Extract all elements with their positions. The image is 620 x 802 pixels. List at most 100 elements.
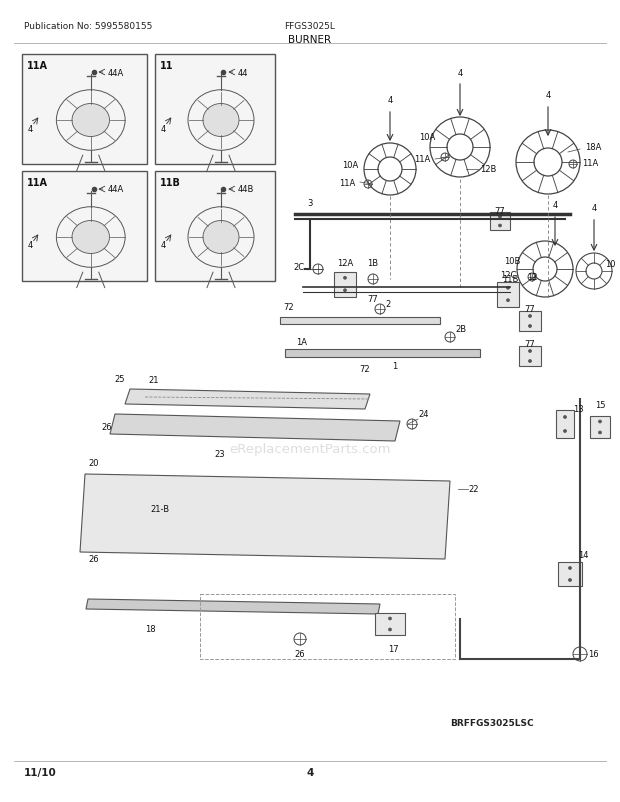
Ellipse shape xyxy=(203,104,239,137)
Text: 3: 3 xyxy=(308,199,312,208)
Text: 44A: 44A xyxy=(107,68,124,78)
Circle shape xyxy=(569,567,572,569)
Circle shape xyxy=(343,290,347,293)
Text: 4: 4 xyxy=(161,241,166,250)
Text: 16: 16 xyxy=(588,650,599,658)
Text: 4: 4 xyxy=(28,124,33,133)
Bar xyxy=(556,411,574,439)
Text: 1: 1 xyxy=(392,362,397,371)
Polygon shape xyxy=(285,350,480,358)
Text: 44B: 44B xyxy=(237,185,254,194)
Text: 10A: 10A xyxy=(342,160,358,169)
Text: 18A: 18A xyxy=(585,144,601,152)
Ellipse shape xyxy=(203,221,239,254)
Text: 12B: 12B xyxy=(480,165,497,174)
Circle shape xyxy=(528,325,531,328)
Text: 2B: 2B xyxy=(455,325,466,334)
Ellipse shape xyxy=(72,104,110,137)
Text: 26: 26 xyxy=(88,554,99,563)
Polygon shape xyxy=(125,390,370,410)
Text: 21-B: 21-B xyxy=(150,505,169,514)
Bar xyxy=(519,312,541,331)
Text: 17: 17 xyxy=(388,644,398,653)
Text: 25: 25 xyxy=(115,375,125,384)
Text: 44A: 44A xyxy=(107,185,124,194)
Bar xyxy=(334,272,356,297)
Polygon shape xyxy=(280,318,440,325)
Text: 77: 77 xyxy=(495,207,505,217)
Ellipse shape xyxy=(72,221,110,254)
Text: 13: 13 xyxy=(573,405,583,414)
Text: 44: 44 xyxy=(237,68,248,78)
Text: 1A: 1A xyxy=(296,338,308,346)
Circle shape xyxy=(389,618,391,620)
Circle shape xyxy=(343,277,347,280)
Text: 10B: 10B xyxy=(503,257,520,266)
Text: 11A: 11A xyxy=(27,61,48,71)
Text: BURNER: BURNER xyxy=(288,35,332,45)
Text: Publication No: 5995580155: Publication No: 5995580155 xyxy=(24,22,153,31)
Bar xyxy=(375,614,405,635)
Bar xyxy=(497,282,519,307)
Text: 11/10: 11/10 xyxy=(24,767,57,777)
Text: 12C: 12C xyxy=(500,270,516,280)
Bar xyxy=(155,172,275,282)
Circle shape xyxy=(598,420,601,423)
Text: 4: 4 xyxy=(388,96,392,105)
Text: 77: 77 xyxy=(368,295,378,304)
Text: 12: 12 xyxy=(527,273,538,282)
Text: BRFFGS3025LSC: BRFFGS3025LSC xyxy=(450,718,534,727)
Text: 24: 24 xyxy=(418,410,428,419)
Text: 12A: 12A xyxy=(337,259,353,268)
Text: 11B: 11B xyxy=(160,178,181,188)
Bar xyxy=(155,55,275,164)
Text: 11: 11 xyxy=(160,61,174,71)
Text: 72: 72 xyxy=(283,303,294,312)
Text: 23: 23 xyxy=(215,449,225,459)
Text: 77: 77 xyxy=(525,305,536,314)
Circle shape xyxy=(564,416,567,419)
Circle shape xyxy=(598,431,601,435)
Text: 4: 4 xyxy=(458,69,463,78)
Text: 4: 4 xyxy=(591,204,596,213)
Circle shape xyxy=(564,430,567,433)
Bar xyxy=(22,172,147,282)
Text: 4: 4 xyxy=(552,200,557,210)
Text: 15: 15 xyxy=(595,400,605,410)
Text: 2C: 2C xyxy=(294,263,305,272)
Circle shape xyxy=(569,579,572,581)
Text: 11A: 11A xyxy=(414,156,430,164)
Text: 20: 20 xyxy=(88,459,99,468)
Text: 2: 2 xyxy=(385,300,390,309)
Text: 11A: 11A xyxy=(339,178,355,187)
Text: 1B: 1B xyxy=(368,259,379,268)
Text: 4: 4 xyxy=(306,767,314,777)
Circle shape xyxy=(528,350,531,353)
Circle shape xyxy=(498,216,502,219)
Bar xyxy=(490,213,510,231)
Text: 4: 4 xyxy=(28,241,33,250)
Text: 11B: 11B xyxy=(502,275,518,284)
Text: 10A: 10A xyxy=(418,133,435,142)
Circle shape xyxy=(498,225,502,228)
Text: eReplacementParts.com: eReplacementParts.com xyxy=(229,443,391,456)
Text: 14: 14 xyxy=(578,550,588,559)
Text: 11A: 11A xyxy=(27,178,48,188)
Text: 4: 4 xyxy=(161,124,166,133)
Text: 10: 10 xyxy=(605,260,616,269)
Polygon shape xyxy=(80,475,450,559)
Text: 11A: 11A xyxy=(582,158,598,168)
Text: 4: 4 xyxy=(546,91,551,100)
Bar xyxy=(519,346,541,367)
Text: 21: 21 xyxy=(148,375,159,384)
Text: 22: 22 xyxy=(468,485,479,494)
Circle shape xyxy=(389,628,391,631)
Circle shape xyxy=(507,287,510,290)
Circle shape xyxy=(507,299,510,302)
Text: 18: 18 xyxy=(144,624,156,634)
Polygon shape xyxy=(86,599,380,614)
Circle shape xyxy=(528,315,531,318)
Polygon shape xyxy=(110,415,400,441)
Text: 77: 77 xyxy=(525,340,536,349)
Bar xyxy=(22,55,147,164)
